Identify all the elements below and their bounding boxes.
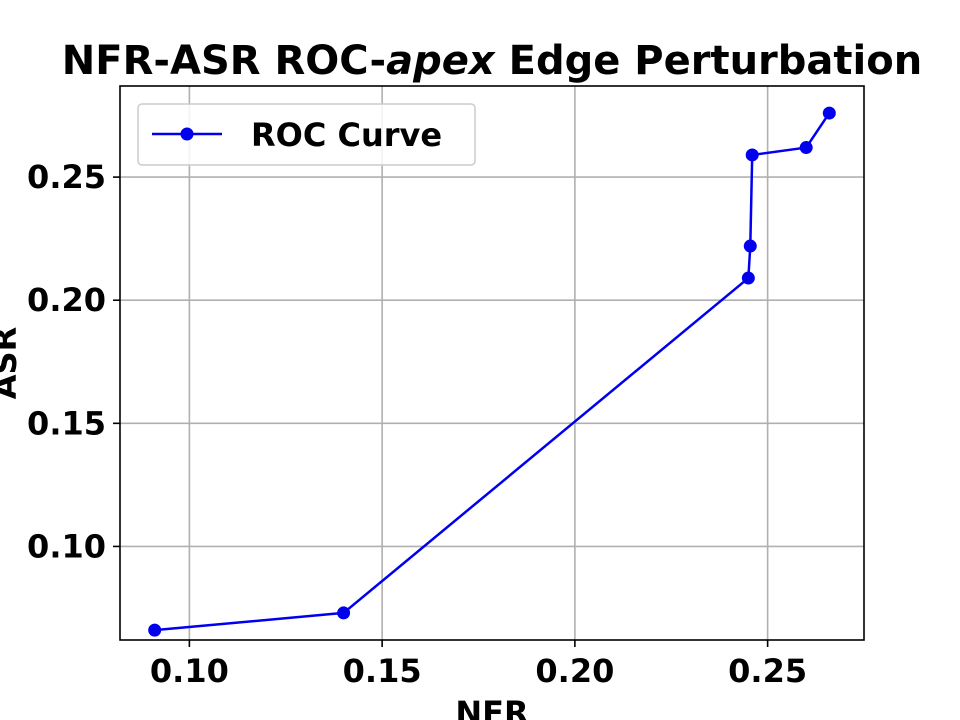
roc-curve-point [822, 106, 836, 120]
series-layer [148, 106, 836, 637]
grid-lines [120, 86, 864, 640]
roc-curve-point [148, 623, 162, 637]
roc-curve-point [741, 271, 755, 285]
plot-area-frame [119, 85, 865, 641]
x-axis-label: NFR [455, 694, 528, 720]
y-tick-label: 0.10 [27, 527, 106, 565]
y-axis-label: ASR [0, 327, 24, 399]
roc-curve-line [154, 112, 831, 632]
x-tick-label: 0.15 [343, 652, 422, 690]
x-tick-label: 0.10 [150, 652, 229, 690]
axis-ticks: 0.10 0.15 0.20 0.25 0.10 0.15 0.20 0.25 [27, 158, 807, 690]
x-tick-label: 0.20 [535, 652, 614, 690]
legend-label-roc-curve: ROC Curve [251, 116, 442, 154]
y-tick-label: 0.20 [27, 281, 106, 319]
chart-title-prefix: NFR-ASR ROC- [62, 38, 386, 84]
x-tick-label: 0.25 [728, 652, 807, 690]
legend-marker-sample [180, 127, 194, 141]
chart-title: NFR-ASR ROC-apex Edge Perturbation [62, 38, 922, 84]
y-tick-label: 0.15 [27, 404, 106, 442]
chart-title-suffix: Edge Perturbation [495, 38, 922, 84]
roc-curve-point [337, 606, 351, 620]
legend: ROC Curve [137, 103, 476, 166]
roc-curve-point [743, 239, 757, 253]
y-tick-label: 0.25 [27, 158, 106, 196]
chart-title-emphasis: apex [386, 38, 496, 84]
roc-curve-point [799, 141, 813, 155]
legend-box [137, 103, 476, 166]
roc-curve-point [745, 148, 759, 162]
